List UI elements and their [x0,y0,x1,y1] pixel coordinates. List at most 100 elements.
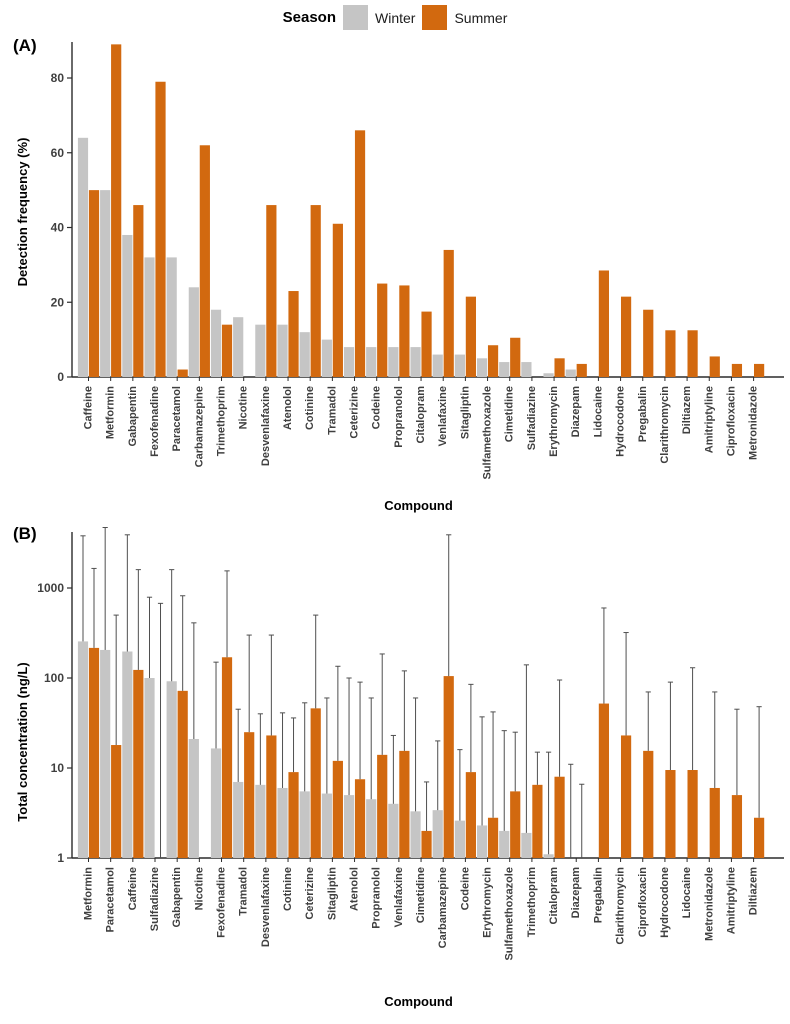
bar-summer-diazepam [576,363,587,377]
bar-summer-pregabalin [643,309,654,377]
bar-winter-fexofenadine [144,257,155,377]
x-category-label: Sulfamethoxazole [482,386,494,480]
bar-summer-cotinine [288,772,299,858]
bar-summer-carbamazepine [443,676,454,858]
bar-summer-diltiazem [687,330,698,377]
legend-title: Season [282,9,336,26]
bar-summer-cotinine [310,205,321,377]
x-category-label: Metronidazole [703,867,715,941]
bar-summer-sulfamethoxazole [510,791,521,858]
x-category-label: Amitriptyline [725,867,737,934]
bar-summer-caffeine [88,190,100,377]
bar-winter-codeine [454,820,465,858]
y-tick-label: 1 [57,851,64,865]
bar-winter-sulfadiazine [521,362,532,377]
bar-winter-cotinine [299,332,310,377]
panel-a-tag: (A) [13,36,37,55]
legend-winter-swatch [343,5,368,30]
x-category-label: Atenolol [282,386,294,430]
bar-summer-amitriptyline [731,795,743,858]
bar-winter-tramadol [321,339,332,377]
bar-summer-hydrocodone [665,770,676,858]
bar-winter-sulfadiazine [144,678,155,858]
x-category-label: Fexofenadine [149,386,161,457]
bar-summer-pregabalin [598,703,610,858]
x-category-label: Carbamazepine [437,867,449,948]
x-category-label: Clarithromycin [615,867,627,945]
bar-summer-fexofenadine [221,657,233,858]
bar-summer-amitriptyline [709,356,720,377]
y-axis-title: Detection frequency (%) [15,138,30,287]
bar-summer-sitagliptin [332,760,343,858]
bar-winter-cotinine [277,787,288,858]
bar-winter-tramadol [233,781,244,858]
bar-winter-ceterizine [299,791,310,858]
x-category-label: Nicotine [193,867,205,910]
x-category-label: Propranolol [371,867,383,929]
bar-winter-propranolol [388,347,399,377]
x-category-label: Desvenlafaxine [260,386,272,466]
x-category-label: Erythromycin [482,867,494,938]
x-category-label: Ciprofloxacin [725,386,737,457]
bar-summer-ceterizine [354,130,366,377]
bar-summer-paracetamol [111,745,122,858]
x-category-label: Fexofenadine [216,867,228,938]
bar-winter-caffeine [122,651,133,858]
x-category-label: Paracetamol [171,386,183,451]
x-category-label: Diazepam [570,386,582,438]
x-category-label: Venlafaxine [437,386,449,447]
bar-summer-fexofenadine [155,81,166,378]
bar-winter-nicotine [233,317,244,377]
bar-summer-codeine [377,283,388,377]
x-category-label: Trimethoprim [526,867,538,938]
bar-winter-sitagliptin [454,354,465,377]
bar-winter-metformin [77,641,89,858]
x-category-label: Cimetidine [504,386,516,442]
x-category-label: Codeine [459,867,471,910]
bar-summer-metformin [88,647,100,858]
bar-winter-venlafaxine [432,354,443,377]
bar-summer-citalopram [421,311,432,377]
x-category-label: Trimethoprim [216,386,228,457]
y-tick-label: 20 [51,295,65,309]
x-category-label: Gabapentin [171,867,183,928]
bar-winter-gabapentin [122,234,133,377]
bar-winter-citalopram [543,854,554,858]
bar-summer-desvenlafaxine [266,735,277,858]
bar-winter-sulfamethoxazole [499,830,510,858]
bar-winter-paracetamol [100,649,111,858]
bar-winter-trimethoprim [521,832,532,858]
bar-summer-lidocaine [687,770,698,858]
bar-summer-hydrocodone [620,296,632,377]
bar-summer-metformin [111,44,122,378]
bar-summer-metronidazole [754,363,765,377]
bar-summer-atenolol [354,779,366,858]
bar-summer-cimetidine [421,830,432,858]
x-category-label: Metronidazole [748,386,760,460]
x-category-label: Propranolol [393,386,405,448]
bar-winter-sitagliptin [321,793,332,858]
bar-summer-propranolol [399,285,410,377]
x-category-label: Caffeine [83,386,95,429]
bar-summer-gabapentin [133,205,144,377]
panel-b-tag: (B) [13,524,37,543]
x-category-label: Pregabalin [592,867,604,924]
total-concentration-chart: 1 10 100 1000 Total concentration (ng/L) Metf… [15,527,784,1009]
bar-winter-venlafaxine [388,803,399,858]
bar-summer-lidocaine [598,270,610,377]
x-category-label: Citalopram [548,867,560,925]
bar-summer-propranolol [377,754,388,858]
y-tick-label: 80 [51,71,65,85]
bar-winter-carbamazepine [188,287,199,377]
x-category-label: Ceterizine [304,867,316,920]
x-category-label: Venlafaxine [393,867,405,928]
x-category-label: Atenolol [349,867,361,911]
x-category-label: Sulfadiazine [526,386,538,450]
y-tick-label: 60 [51,146,65,160]
x-category-label: Ciprofloxacin [637,867,649,938]
x-category-label: Diltiazem [748,867,760,916]
x-axis-title: Compound [384,994,453,1009]
x-category-label: Desvenlafaxine [260,867,272,947]
x-category-label: Erythromycin [548,386,560,457]
